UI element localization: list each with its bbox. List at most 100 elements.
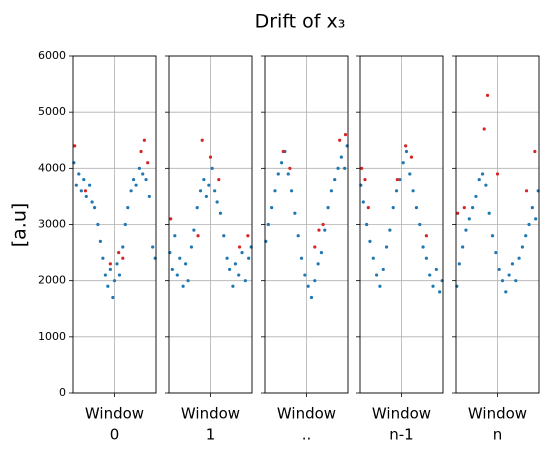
point xyxy=(329,189,333,193)
point xyxy=(375,273,379,277)
point xyxy=(178,256,182,260)
point xyxy=(303,273,307,277)
point xyxy=(173,234,177,238)
point xyxy=(196,234,200,238)
point xyxy=(134,183,138,187)
point xyxy=(227,267,232,272)
point xyxy=(404,149,409,154)
point xyxy=(117,273,122,277)
point xyxy=(231,284,235,288)
point xyxy=(202,177,206,182)
point xyxy=(192,228,196,232)
point xyxy=(281,149,285,154)
point xyxy=(90,200,94,204)
point xyxy=(141,172,145,176)
point xyxy=(365,222,369,227)
point xyxy=(534,217,538,221)
point xyxy=(378,284,382,288)
point xyxy=(207,183,211,187)
point xyxy=(477,177,481,182)
point xyxy=(366,206,370,210)
point xyxy=(361,200,365,204)
point xyxy=(131,177,136,182)
point xyxy=(217,177,221,182)
point xyxy=(169,217,173,221)
point xyxy=(175,273,179,277)
point xyxy=(108,267,112,272)
point xyxy=(514,279,518,283)
point xyxy=(424,234,428,238)
x-axis-label: Window xyxy=(372,405,431,423)
x-axis-label: .. xyxy=(302,426,312,444)
point xyxy=(184,262,188,266)
point xyxy=(490,234,495,238)
point xyxy=(139,149,143,154)
point xyxy=(77,172,81,176)
plot-frame xyxy=(72,55,157,394)
point xyxy=(289,189,294,193)
point xyxy=(485,93,490,97)
point xyxy=(240,250,244,255)
point xyxy=(394,189,399,193)
point xyxy=(299,256,304,260)
point xyxy=(401,161,405,165)
y-tick-label: 1000 xyxy=(38,330,66,343)
point xyxy=(101,256,105,260)
point xyxy=(467,217,471,221)
point xyxy=(338,138,342,142)
point xyxy=(123,222,127,227)
point xyxy=(398,177,402,182)
point xyxy=(471,206,475,210)
x-axis-label: Window xyxy=(468,405,527,423)
point xyxy=(247,256,251,260)
plot-frame xyxy=(264,55,349,394)
point xyxy=(319,250,324,255)
y-tick-label: 6000 xyxy=(38,49,66,62)
point xyxy=(428,273,432,277)
y-tick-label: 5000 xyxy=(38,105,66,118)
point xyxy=(246,234,250,238)
x-axis-label: 0 xyxy=(110,426,120,444)
point xyxy=(144,177,148,182)
point xyxy=(326,206,330,210)
point xyxy=(276,172,280,176)
chart-title: Drift of x₃ xyxy=(255,11,346,33)
point xyxy=(215,200,219,204)
point xyxy=(343,133,348,137)
point xyxy=(510,262,515,266)
point xyxy=(421,245,425,249)
point xyxy=(391,206,395,210)
point xyxy=(495,172,500,176)
point xyxy=(504,290,508,294)
x-axis-label: Window xyxy=(277,405,336,423)
point xyxy=(461,245,465,249)
point xyxy=(83,189,88,193)
point xyxy=(198,189,203,193)
point xyxy=(418,222,422,227)
point xyxy=(186,279,190,283)
point xyxy=(384,245,389,249)
point xyxy=(121,245,125,249)
point xyxy=(288,166,292,170)
point xyxy=(195,206,199,210)
point xyxy=(462,206,466,210)
plot-frame xyxy=(168,55,253,394)
point xyxy=(181,284,185,288)
point xyxy=(480,172,485,176)
y-tick-label: 2000 xyxy=(38,274,66,287)
point xyxy=(494,250,498,255)
point xyxy=(280,161,284,165)
point xyxy=(84,194,88,199)
point xyxy=(79,189,83,193)
plot-frame xyxy=(455,55,540,394)
point xyxy=(317,228,321,232)
point xyxy=(414,206,419,210)
y-tick-label: 3000 xyxy=(38,218,66,231)
point xyxy=(371,256,375,260)
point xyxy=(225,256,229,260)
x-axis-label: Window xyxy=(181,405,240,423)
point xyxy=(363,177,367,182)
point xyxy=(237,245,242,249)
point xyxy=(431,284,435,288)
